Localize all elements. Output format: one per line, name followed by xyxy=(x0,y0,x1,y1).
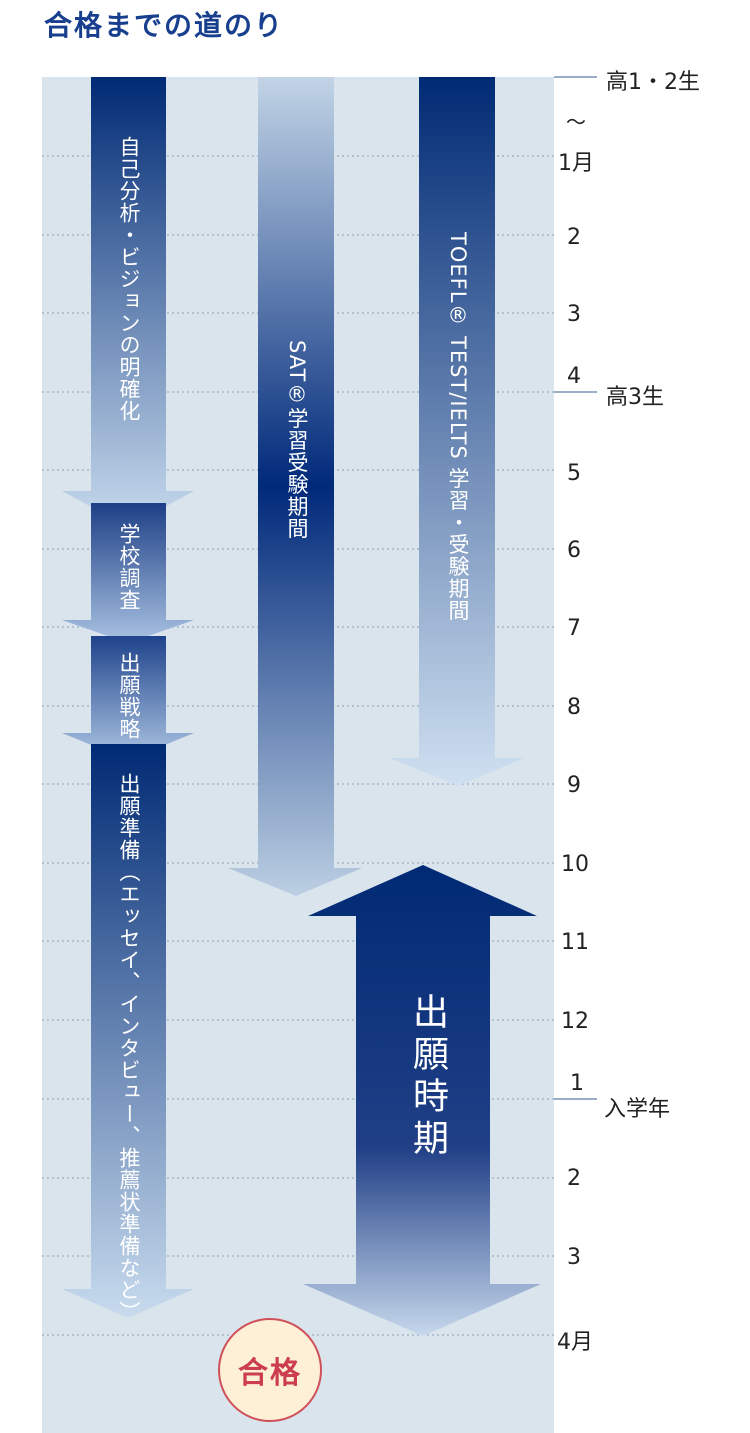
month-label: 6 xyxy=(567,538,581,563)
application-period-label: 出願時期 xyxy=(407,993,448,1161)
month-label: 9 xyxy=(567,773,581,798)
month-label: 11 xyxy=(561,930,589,955)
month-label: 8 xyxy=(567,695,581,720)
month-label: 4月 xyxy=(557,1330,593,1355)
self-analysis-arrow xyxy=(62,77,194,527)
month-label: 7 xyxy=(567,616,581,641)
self-analysis-label: 自己分析・ビジョンの明確化 xyxy=(117,136,141,422)
month-label: 10 xyxy=(561,852,589,877)
month-label: 2 xyxy=(567,1166,581,1191)
grade-label-entry-year: 入学年 xyxy=(604,1097,671,1122)
month-label-tilde: 〜 xyxy=(566,110,586,134)
month-label: 2 xyxy=(567,225,581,250)
application-strategy-label: 出願戦略 xyxy=(117,652,141,740)
school-research-label: 学校調査 xyxy=(117,523,141,611)
page-title: 合格までの道のり xyxy=(44,9,285,42)
pass-badge: 合格 xyxy=(218,1318,322,1422)
month-label: 12 xyxy=(561,1009,589,1034)
toefl-arrow xyxy=(390,77,524,786)
school-research-arrow xyxy=(62,503,194,643)
sat-label: SAT®学習受験期間 xyxy=(285,340,309,540)
month-label: 3 xyxy=(567,1245,581,1270)
month-label: 4 xyxy=(567,364,581,389)
application-period-arrow xyxy=(303,865,541,1336)
toefl-label: TOEFL® TEST/IELTS 学習・受験期間 xyxy=(446,232,470,622)
grade-label-third-year: 高3生 xyxy=(606,385,664,410)
application-prep-label: 出願準備（エッセイ、インタビュー、推薦状準備など） xyxy=(117,773,141,1323)
sat-arrow xyxy=(228,77,362,896)
month-label: 3 xyxy=(567,302,581,327)
month-label: 5 xyxy=(567,461,581,486)
month-label: 1月 xyxy=(558,151,594,176)
grade-label-first-second-year: 高1・2生 xyxy=(606,70,700,95)
application-strategy-arrow xyxy=(62,636,194,760)
month-label: 1 xyxy=(570,1071,584,1096)
application-prep-arrow xyxy=(62,744,194,1318)
grade-markers xyxy=(554,76,597,1100)
